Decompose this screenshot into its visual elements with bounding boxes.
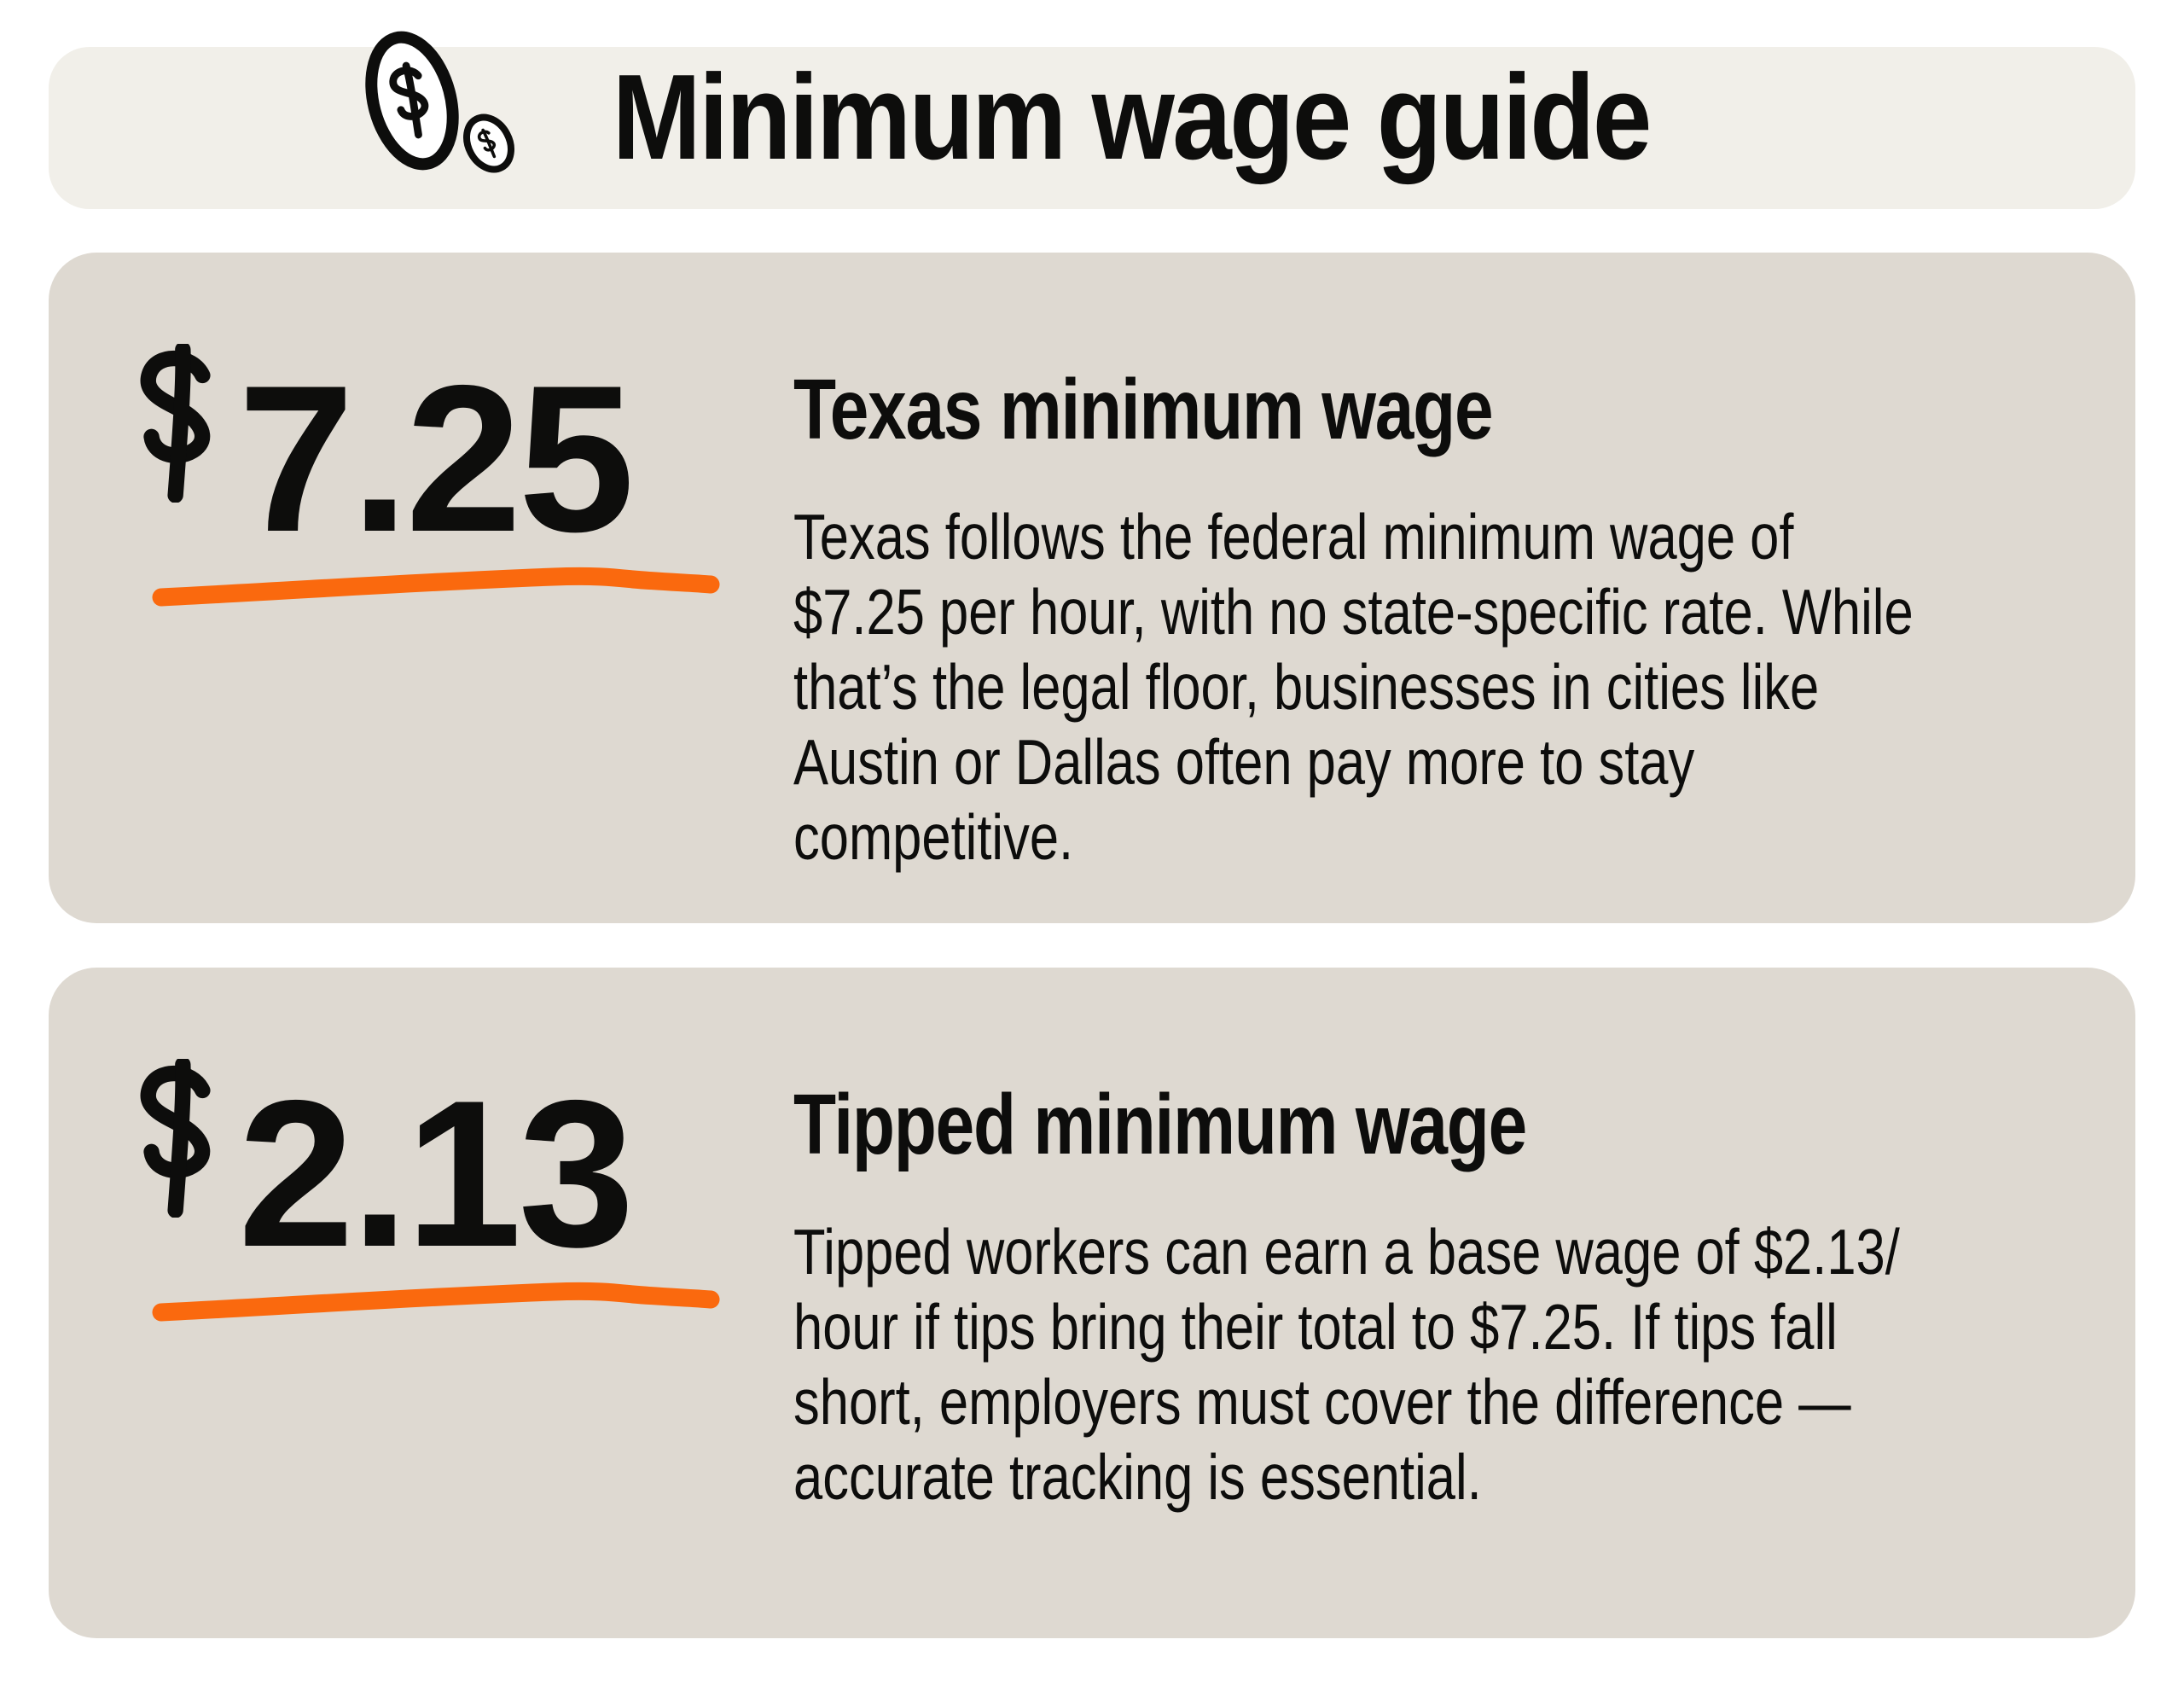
hand-drawn-underline bbox=[152, 567, 720, 607]
dollar-sign-icon bbox=[132, 1059, 226, 1218]
text-block: Texas minimum wage Texas follows the fed… bbox=[793, 365, 2184, 875]
card-body: Tipped workers can earn a base wage of $… bbox=[793, 1216, 1900, 1513]
price: $ 2.13 bbox=[132, 1049, 721, 1278]
header-bar: Minimum wage guide bbox=[49, 31, 2135, 209]
price-block: $ 2.13 bbox=[132, 1049, 721, 1323]
page-title: Minimum wage guide bbox=[612, 49, 1653, 185]
text-block: Tipped minimum wage Tipped workers can e… bbox=[793, 1080, 2184, 1514]
hand-drawn-underline bbox=[152, 1282, 720, 1322]
card-texas-minimum-wage: $ 7.25 Texas minimum wage Texas follows … bbox=[49, 253, 2135, 923]
card-body: Texas follows the federal minimum wage o… bbox=[793, 501, 1914, 873]
card-heading: Tipped minimum wage bbox=[793, 1077, 1527, 1172]
dollar-sign-icon bbox=[132, 344, 226, 503]
card-heading: Texas minimum wage bbox=[793, 362, 1494, 457]
coins-icon bbox=[365, 31, 514, 173]
price-block: $ 7.25 bbox=[132, 334, 721, 608]
currency-symbol: $ bbox=[132, 334, 133, 335]
wage-amount: 7.25 bbox=[238, 341, 635, 575]
currency-symbol: $ bbox=[132, 1049, 133, 1050]
wage-amount: 2.13 bbox=[238, 1056, 635, 1290]
price: $ 7.25 bbox=[132, 334, 721, 563]
card-tipped-minimum-wage: $ 2.13 Tipped minimum wage Tipped worker… bbox=[49, 968, 2135, 1638]
